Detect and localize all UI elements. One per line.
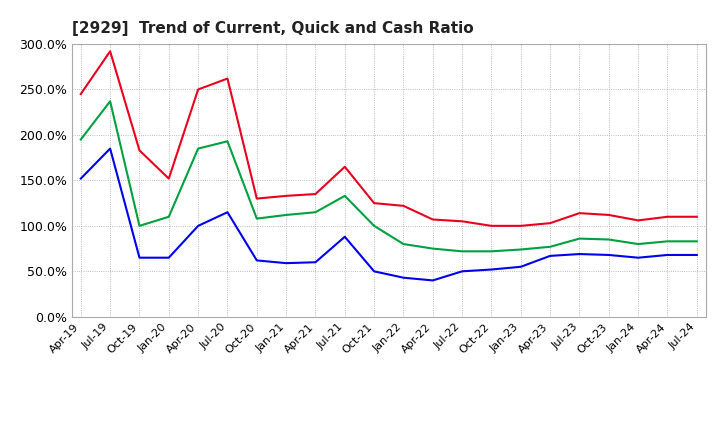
Cash Ratio	[693, 252, 701, 257]
Quick Ratio	[516, 247, 525, 252]
Cash Ratio	[194, 223, 202, 228]
Quick Ratio	[605, 237, 613, 242]
Current Ratio	[605, 213, 613, 218]
Cash Ratio	[458, 269, 467, 274]
Quick Ratio	[634, 242, 642, 247]
Cash Ratio	[663, 252, 672, 257]
Cash Ratio	[311, 260, 320, 265]
Quick Ratio	[663, 238, 672, 244]
Current Ratio	[135, 148, 144, 153]
Quick Ratio	[546, 244, 554, 249]
Quick Ratio	[370, 223, 379, 228]
Quick Ratio	[458, 249, 467, 254]
Current Ratio	[663, 214, 672, 220]
Current Ratio	[106, 49, 114, 54]
Current Ratio	[311, 191, 320, 197]
Quick Ratio	[253, 216, 261, 221]
Cash Ratio	[253, 258, 261, 263]
Current Ratio	[194, 87, 202, 92]
Cash Ratio	[282, 260, 290, 266]
Quick Ratio	[575, 236, 584, 241]
Current Ratio	[282, 193, 290, 198]
Current Ratio	[164, 176, 173, 181]
Quick Ratio	[106, 99, 114, 104]
Current Ratio	[575, 210, 584, 216]
Quick Ratio	[341, 193, 349, 198]
Current Ratio	[693, 214, 701, 220]
Cash Ratio	[106, 146, 114, 151]
Current Ratio	[223, 76, 232, 81]
Quick Ratio	[311, 209, 320, 215]
Quick Ratio	[76, 137, 85, 142]
Current Ratio	[253, 196, 261, 201]
Current Ratio	[546, 220, 554, 226]
Line: Current Ratio: Current Ratio	[81, 51, 697, 226]
Current Ratio	[487, 223, 496, 228]
Cash Ratio	[546, 253, 554, 259]
Cash Ratio	[135, 255, 144, 260]
Cash Ratio	[164, 255, 173, 260]
Quick Ratio	[282, 213, 290, 218]
Quick Ratio	[693, 238, 701, 244]
Cash Ratio	[223, 209, 232, 215]
Text: [2929]  Trend of Current, Quick and Cash Ratio: [2929] Trend of Current, Quick and Cash …	[72, 21, 474, 36]
Cash Ratio	[399, 275, 408, 280]
Current Ratio	[428, 217, 437, 222]
Quick Ratio	[194, 146, 202, 151]
Cash Ratio	[575, 251, 584, 257]
Quick Ratio	[164, 214, 173, 220]
Cash Ratio	[487, 267, 496, 272]
Cash Ratio	[605, 252, 613, 257]
Current Ratio	[76, 92, 85, 97]
Cash Ratio	[428, 278, 437, 283]
Current Ratio	[370, 201, 379, 206]
Cash Ratio	[634, 255, 642, 260]
Cash Ratio	[516, 264, 525, 269]
Current Ratio	[399, 203, 408, 209]
Current Ratio	[458, 219, 467, 224]
Quick Ratio	[428, 246, 437, 251]
Current Ratio	[634, 218, 642, 223]
Line: Quick Ratio: Quick Ratio	[81, 101, 697, 251]
Current Ratio	[341, 164, 349, 169]
Cash Ratio	[76, 176, 85, 181]
Quick Ratio	[135, 223, 144, 228]
Current Ratio	[516, 223, 525, 228]
Line: Cash Ratio: Cash Ratio	[81, 149, 697, 280]
Quick Ratio	[487, 249, 496, 254]
Cash Ratio	[370, 269, 379, 274]
Quick Ratio	[223, 139, 232, 144]
Cash Ratio	[341, 234, 349, 239]
Quick Ratio	[399, 242, 408, 247]
